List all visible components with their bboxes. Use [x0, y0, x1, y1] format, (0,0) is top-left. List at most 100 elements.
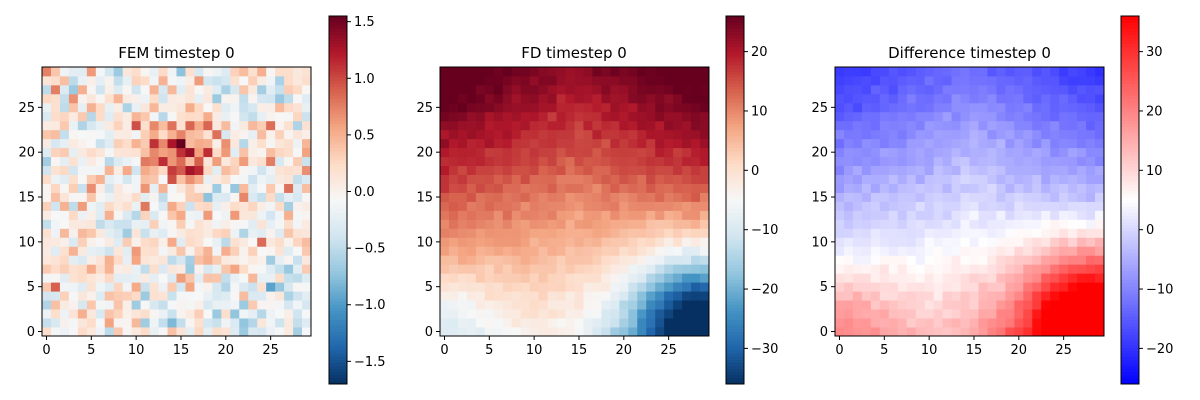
heatmap-cell — [1095, 219, 1105, 229]
heatmap-cell — [951, 102, 961, 113]
heatmap-cell — [673, 228, 683, 238]
heatmap-cell — [655, 327, 665, 337]
heatmap-cell — [978, 102, 988, 113]
heatmap-cell — [996, 264, 1006, 274]
heatmap-cell — [239, 75, 249, 86]
colorbar-segment — [726, 362, 744, 367]
heatmap-cell — [700, 273, 710, 283]
heatmap-cell — [1077, 75, 1087, 86]
heatmap-cell — [212, 282, 222, 292]
heatmap-cell — [547, 138, 557, 149]
heatmap-cell — [167, 67, 177, 77]
heatmap-cell — [122, 255, 133, 265]
heatmap-cell — [924, 120, 935, 131]
heatmap-cell — [484, 138, 495, 149]
heatmap-cell — [140, 327, 150, 337]
heatmap-cell — [628, 147, 638, 158]
heatmap-cell — [86, 210, 97, 220]
heatmap-cell — [1068, 282, 1078, 292]
heatmap-cell — [257, 228, 267, 238]
heatmap-cell — [1041, 246, 1051, 256]
heatmap-cell — [933, 282, 943, 292]
heatmap-cell — [42, 67, 52, 77]
heatmap-cell — [664, 67, 674, 77]
heatmap-cell — [86, 84, 97, 95]
heatmap-cell — [547, 282, 557, 292]
colorbar-segment — [329, 92, 347, 97]
heatmap-cell — [987, 246, 997, 256]
heatmap-cell — [556, 111, 566, 122]
heatmap-cell — [185, 237, 195, 247]
heatmap-cell — [583, 93, 593, 104]
heatmap-cell — [969, 219, 979, 229]
heatmap-cell — [574, 264, 584, 274]
heatmap-cell — [969, 129, 979, 140]
colorbar-segment — [329, 359, 347, 364]
colorbar-segment — [1121, 292, 1139, 296]
heatmap-cell — [960, 264, 970, 274]
heatmap-cell — [493, 219, 504, 229]
heatmap-cell — [628, 75, 638, 86]
heatmap-cell — [933, 102, 943, 113]
heatmap-cell — [897, 183, 908, 193]
heatmap-cell — [440, 255, 450, 265]
heatmap-cell — [131, 237, 142, 247]
heatmap-cell — [122, 201, 133, 211]
heatmap-cell — [149, 228, 159, 238]
heatmap-cell — [637, 291, 647, 301]
heatmap-cell — [1095, 246, 1105, 256]
heatmap-cell — [167, 156, 177, 167]
heatmap-cell — [1023, 282, 1033, 292]
heatmap-cell — [440, 327, 450, 337]
colorbar-segment — [329, 295, 347, 299]
heatmap-cell — [682, 174, 692, 184]
heatmap-cell — [239, 210, 249, 220]
heatmap-cell — [230, 75, 240, 86]
colorbar-segment — [726, 144, 744, 149]
colorbar-frame — [1120, 15, 1140, 385]
heatmap-cell — [257, 102, 267, 113]
colorbar-segment — [726, 353, 744, 357]
heatmap-cell — [951, 156, 961, 167]
heatmap-cell — [1068, 111, 1078, 122]
heatmap-cell — [203, 120, 213, 131]
heatmap-cell — [700, 138, 710, 149]
heatmap-cell — [870, 156, 881, 167]
colorbar-segment — [329, 374, 347, 379]
heatmap-cell — [547, 219, 557, 229]
heatmap-cell — [203, 237, 213, 247]
heatmap-cell — [484, 255, 495, 265]
heatmap-cell — [870, 93, 881, 104]
colorbar-segment — [329, 371, 347, 376]
heatmap-cell — [77, 219, 88, 229]
heatmap-cell — [637, 93, 647, 104]
heatmap-cell — [1068, 264, 1078, 274]
heatmap-cell — [978, 318, 988, 328]
colorbar-segment — [329, 267, 347, 272]
heatmap-cell — [574, 111, 584, 122]
heatmap-cell — [1041, 192, 1051, 202]
heatmap-cell — [520, 129, 531, 140]
heatmap-cell — [996, 210, 1006, 220]
heatmap-cell — [879, 156, 890, 167]
heatmap-cell — [1041, 75, 1051, 86]
heatmap-cell — [987, 291, 997, 301]
heatmap-cell — [852, 67, 863, 77]
heatmap-cell — [440, 219, 450, 229]
y-tick-label: 20 — [416, 146, 433, 161]
heatmap-cell — [230, 192, 240, 202]
heatmap-cell — [1077, 156, 1087, 167]
heatmap-cell — [1059, 67, 1069, 77]
heatmap-cell — [637, 255, 647, 265]
heatmap-cell — [870, 192, 881, 202]
heatmap-cell — [68, 165, 79, 175]
heatmap-cell — [1068, 93, 1078, 104]
heatmap-cell — [601, 129, 611, 140]
heatmap-cell — [440, 174, 450, 184]
heatmap-cell — [248, 327, 258, 337]
colorbar-segment — [329, 319, 347, 324]
heatmap-cell — [978, 174, 988, 184]
heatmap-cell — [302, 228, 312, 238]
heatmap-cell — [104, 264, 115, 274]
heatmap-cell — [610, 327, 620, 337]
